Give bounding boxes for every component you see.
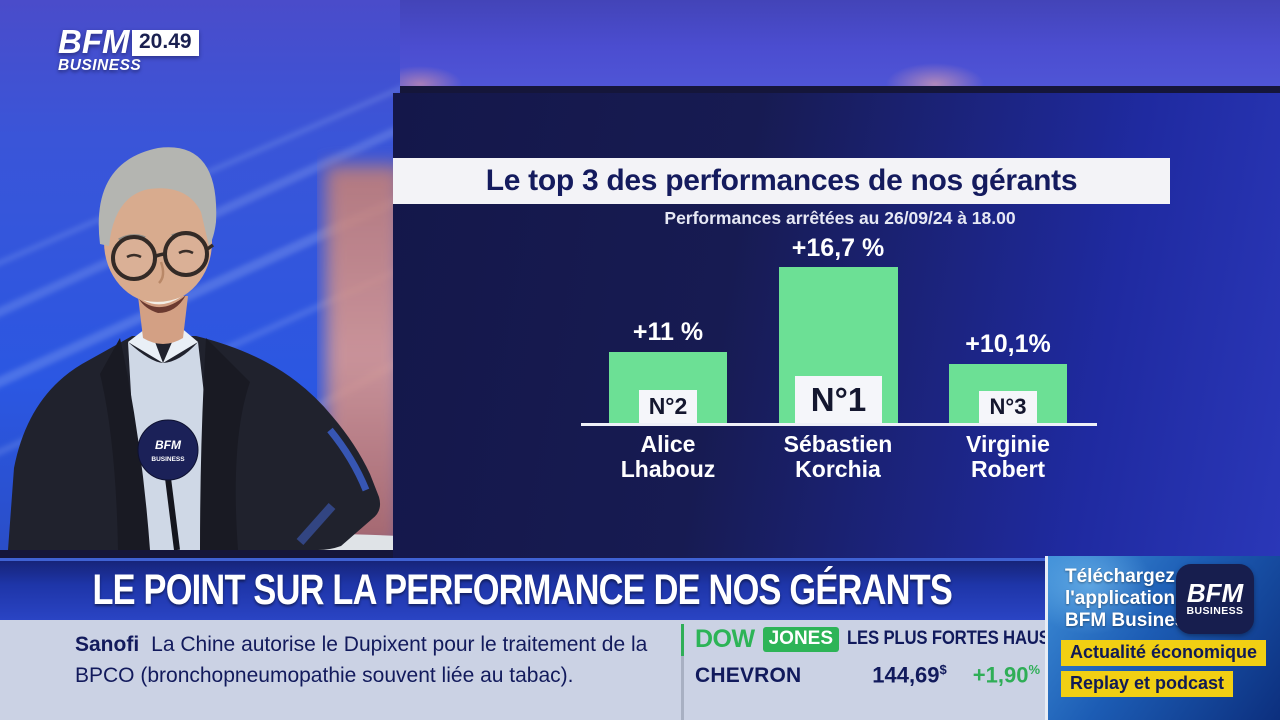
chart-title: Le top 3 des performances de nos gérants	[485, 164, 1078, 197]
index-name-2: JONES	[762, 626, 840, 652]
guest-lapel-right	[200, 338, 250, 550]
rank-badge: N°2	[639, 390, 697, 423]
guest-eye-right	[178, 249, 194, 255]
market-quotes: DOW JONES LES PLUS FORTES HAUSSES CHEVRO…	[695, 624, 1083, 696]
app-icon-text-bottom: BUSINESS	[1186, 605, 1244, 617]
mic-label-top: BFM	[155, 438, 182, 452]
promo-line2: l'application	[1065, 588, 1176, 609]
rank-badge: N°3	[979, 391, 1037, 423]
channel-logo-text: BFM	[58, 23, 130, 60]
guest-glasses	[111, 231, 215, 281]
quote-row: CHEVRON 144,69$ +1,90%	[695, 662, 1040, 688]
bar-value-label: +11 %	[632, 318, 704, 346]
news-ticker: Sanofi La Chine autorise le Dupixent pour…	[0, 620, 1045, 720]
guest-collar-left	[128, 326, 163, 363]
name-line: Robert	[970, 455, 1046, 482]
guest-teeth	[143, 297, 181, 305]
percent-symbol: %	[1028, 662, 1040, 677]
chart-title-banner: Le top 3 des performances de nos gérants	[393, 158, 1170, 204]
guest-hair	[98, 147, 217, 246]
bar-category-label: Virginie Robert	[923, 432, 1093, 482]
ticker-divider	[681, 624, 684, 720]
clock: 20.49	[132, 30, 199, 56]
headline-banner: LE POINT SUR LA PERFORMANCE DE NOS GÉRAN…	[0, 558, 1045, 620]
mic-stand	[165, 477, 180, 550]
name-line: Virginie	[966, 431, 1050, 457]
app-promo-panel: Téléchargez l'application BFM Business B…	[1045, 556, 1280, 720]
guest-mouth	[139, 295, 186, 313]
stock-symbol: CHEVRON	[695, 664, 802, 688]
headline-text: LE POINT SUR LA PERFORMANCE DE NOS GÉRAN…	[92, 566, 953, 614]
rank-badge: N°1	[795, 376, 882, 423]
sleeve-highlight	[327, 427, 370, 492]
promo-text: Téléchargez l'application BFM Business	[1065, 566, 1196, 632]
name-line: Lhabouz	[620, 455, 716, 482]
studio-scene: BFM BUSINESS	[0, 0, 400, 550]
market-label: LES PLUS FORTES HAUSSES	[847, 628, 1083, 649]
app-icon-text-top: BFM	[1186, 578, 1244, 608]
guest-head	[104, 181, 212, 303]
mic-label-bottom: BUSINESS	[151, 456, 185, 463]
promo-badge-replay: Replay et podcast	[1061, 671, 1234, 697]
ticker-line2: BPCO (bronchopneumopathie souvent liée a…	[75, 664, 574, 687]
promo-badge-news: Actualité économique	[1061, 640, 1267, 666]
guest-nose	[158, 261, 165, 284]
market-header: DOW JONES LES PLUS FORTES HAUSSES	[695, 624, 1083, 653]
guest-lapel-left	[100, 338, 150, 550]
mic-ball	[137, 419, 199, 481]
name-line: Korchia	[795, 455, 881, 482]
sleeve-highlight-2	[296, 503, 336, 545]
bar-value-label: +16,7 %	[791, 234, 885, 262]
ticker-company: Sanofi	[75, 633, 140, 656]
currency-symbol: $	[939, 662, 947, 677]
guest-eye-left	[126, 253, 142, 259]
channel-logo-subtext: BUSINESS	[58, 57, 142, 74]
promo-line1: Téléchargez	[1065, 566, 1175, 587]
channel-logo: BFM BUSINESS 20.49	[58, 23, 199, 75]
stock-change: +1,90%	[972, 662, 1040, 688]
microphone: BFM BUSINESS	[137, 419, 199, 550]
bar-category-label: Alice Lhabouz	[583, 432, 753, 482]
bar-category-label: Sébastien Korchia	[753, 432, 923, 482]
stock-price: 144,69$	[872, 662, 947, 688]
chart-subtitle: Performances arrêtées au 26/09/24 à 18.0…	[664, 208, 1016, 228]
promo-line3: BFM Business	[1065, 610, 1196, 631]
index-name-1: DOW	[695, 624, 755, 653]
ticker-text: Sanofi La Chine autorise le Dupixent pour…	[75, 629, 665, 691]
guest-collar-right	[163, 326, 198, 363]
ticker-line1: La Chine autorise le Dupixent pour le tr…	[151, 633, 648, 656]
bfm-app-icon: BFM BUSINESS	[1176, 564, 1254, 634]
name-line: Alice	[640, 431, 696, 457]
chart-baseline	[581, 423, 1097, 426]
bar-value-label: +10,1%	[965, 330, 1051, 358]
name-line: Sébastien	[783, 431, 893, 457]
